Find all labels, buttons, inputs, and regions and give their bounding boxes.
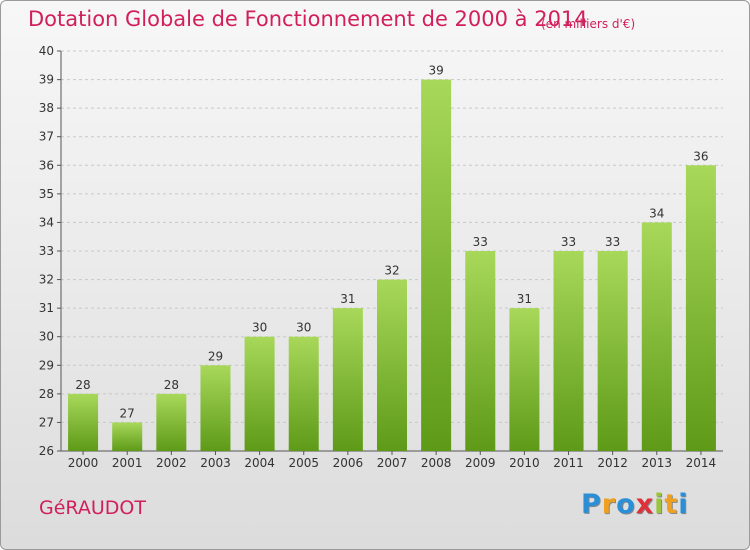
chart-units: (en milliers d'€)	[541, 17, 636, 31]
data-label: 30	[252, 321, 267, 335]
x-tick-label: 2002	[156, 456, 187, 470]
labels: 28 2000 27 2001 28 2002 29 2003 30 2004 30 2005 31 20…	[68, 64, 716, 470]
bar	[641, 222, 672, 451]
logo-letter: i	[654, 489, 665, 520]
y-tick-label: 33	[39, 244, 54, 258]
bar	[509, 308, 540, 451]
y-tick-label: 28	[39, 387, 54, 401]
x-tick-label: 2013	[642, 456, 673, 470]
data-label: 36	[693, 149, 708, 163]
logo-letter: i	[678, 489, 689, 520]
data-label: 30	[296, 321, 311, 335]
x-tick-label: 2001	[112, 456, 143, 470]
data-label: 28	[75, 378, 90, 392]
y-tick-label: 32	[39, 273, 54, 287]
commune-name: GéRAUDOT	[39, 497, 146, 519]
x-tick-label: 2010	[509, 456, 540, 470]
logo-letter: x	[635, 489, 655, 520]
x-tick-label: 2004	[244, 456, 275, 470]
x-tick-label: 2007	[377, 456, 408, 470]
bar	[597, 251, 628, 451]
y-tick-label: 34	[39, 215, 54, 229]
x-tick-label: 2006	[333, 456, 364, 470]
bar	[200, 365, 231, 451]
y-tick-label: 26	[39, 444, 54, 458]
y-tick-label: 27	[39, 415, 54, 429]
data-label: 31	[517, 292, 532, 306]
bar	[465, 251, 496, 451]
proxiti-logo: Proxiti	[581, 489, 689, 520]
y-tick-label: 36	[39, 158, 54, 172]
x-tick-label: 2012	[597, 456, 628, 470]
bar	[244, 336, 275, 451]
bar	[332, 308, 363, 451]
data-label: 33	[561, 235, 576, 249]
data-label: 31	[340, 292, 355, 306]
data-label: 27	[120, 406, 135, 420]
x-tick-label: 2003	[200, 456, 231, 470]
y-tick-label: 35	[39, 187, 54, 201]
y-tick-label: 37	[39, 130, 54, 144]
y-tick-label: 38	[39, 101, 54, 115]
x-tick-label: 2000	[68, 456, 99, 470]
bar	[376, 279, 408, 451]
x-tick-label: 2008	[421, 456, 452, 470]
data-label: 28	[164, 378, 179, 392]
data-label: 33	[473, 235, 488, 249]
bar	[156, 393, 187, 451]
bar	[68, 393, 99, 451]
data-label: 33	[605, 235, 620, 249]
x-tick-label: 2011	[553, 456, 584, 470]
bar	[553, 251, 584, 451]
data-label: 32	[384, 264, 399, 278]
logo-letter: o	[616, 489, 636, 520]
bar	[685, 165, 716, 452]
y-tick-label: 30	[39, 330, 54, 344]
data-label: 29	[208, 349, 223, 363]
data-label: 39	[428, 64, 443, 78]
y-tick-label: 29	[39, 358, 54, 372]
y-tick-label: 31	[39, 301, 54, 315]
chart-title: Dotation Globale de Fonctionnement de 20…	[28, 7, 588, 31]
bar	[421, 79, 452, 452]
x-tick-label: 2009	[465, 456, 496, 470]
logo-letter: t	[664, 489, 679, 520]
bar	[288, 336, 319, 451]
logo-letter: P	[581, 489, 602, 520]
bar	[112, 422, 143, 451]
data-label: 34	[649, 206, 664, 220]
x-tick-label: 2014	[686, 456, 717, 470]
y-tick-label: 39	[39, 73, 54, 87]
logo-letter: r	[601, 489, 617, 520]
y-tick-label: 40	[39, 44, 54, 58]
x-tick-label: 2005	[288, 456, 319, 470]
bars	[68, 79, 716, 452]
